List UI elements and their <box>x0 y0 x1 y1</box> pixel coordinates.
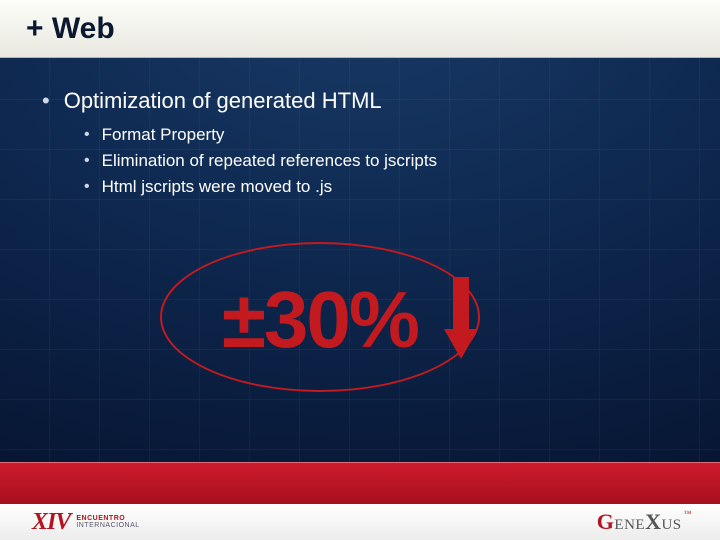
title-bar: + Web <box>0 0 720 58</box>
event-logo: XIV ENCUENTRO INTERNACIONAL <box>32 510 140 534</box>
stat-callout: ±30% <box>130 242 590 397</box>
bullet-icon: • <box>84 124 90 146</box>
genexus-logo: GeneXus™ <box>597 509 692 535</box>
bullet-icon: • <box>42 88 50 114</box>
bullet-level1-text: Optimization of generated HTML <box>64 88 382 114</box>
content-area: • Optimization of generated HTML • Forma… <box>42 88 680 202</box>
bullet-icon: • <box>84 150 90 172</box>
stat-text: ±30% <box>222 274 478 366</box>
footer-white-bar: XIV ENCUENTRO INTERNACIONAL GeneXus™ <box>0 504 720 540</box>
bullet-level2-text: Format Property <box>102 124 225 146</box>
slide: + Web • Optimization of generated HTML •… <box>0 0 720 540</box>
bullet-level2-text: Html jscripts were moved to .js <box>102 176 333 198</box>
genexus-logo-g: G <box>597 509 615 534</box>
bullet-level2: • Html jscripts were moved to .js <box>84 176 680 198</box>
event-logo-mark: XIV <box>32 510 70 534</box>
bullet-level2: • Format Property <box>84 124 680 146</box>
genexus-logo-x: X <box>645 509 661 534</box>
bullet-icon: • <box>84 176 90 198</box>
genexus-logo-part: ene <box>614 509 645 534</box>
bullet-level1: • Optimization of generated HTML <box>42 88 680 114</box>
trademark-icon: ™ <box>684 509 692 518</box>
bullet-level2: • Elimination of repeated references to … <box>84 150 680 172</box>
slide-title: + Web <box>26 12 115 46</box>
footer-red-bar <box>0 462 720 504</box>
down-arrow-icon <box>444 275 478 365</box>
event-logo-line2: INTERNACIONAL <box>76 522 139 529</box>
genexus-logo-part: us <box>661 509 681 534</box>
bullet-level2-text: Elimination of repeated references to js… <box>102 150 437 172</box>
event-logo-sub: ENCUENTRO INTERNACIONAL <box>76 515 139 529</box>
sub-bullets: • Format Property • Elimination of repea… <box>84 124 680 198</box>
stat-value: ±30% <box>222 274 418 366</box>
footer: XIV ENCUENTRO INTERNACIONAL GeneXus™ <box>0 462 720 540</box>
event-logo-line1: ENCUENTRO <box>76 515 139 522</box>
